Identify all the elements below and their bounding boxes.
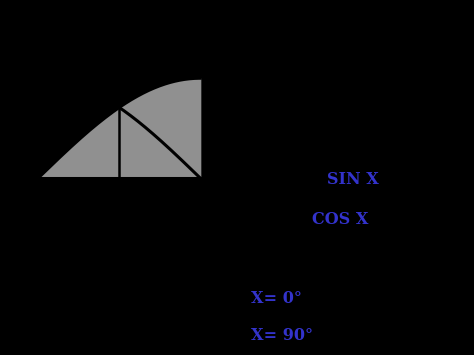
Text: SIN X: SIN X [327, 171, 379, 188]
Text: P: P [116, 89, 129, 108]
Text: A: A [201, 197, 212, 211]
Text: X= 0°: X= 0° [251, 290, 302, 307]
Text: cos x: cos x [45, 61, 74, 71]
Text: 90°: 90° [190, 190, 210, 200]
Text: -1: -1 [18, 271, 32, 284]
Text: AND: AND [251, 211, 298, 228]
Text: HOW TO: HOW TO [251, 43, 329, 60]
Text: BY: BY [251, 171, 292, 188]
Text: BETWEEN: BETWEEN [251, 250, 346, 267]
Text: 1: 1 [22, 71, 32, 85]
Text: Sin x: Sin x [217, 182, 247, 192]
Text: FIND AREA: FIND AREA [251, 86, 355, 102]
Text: COS X: COS X [311, 211, 368, 228]
Text: 0: 0 [20, 164, 30, 178]
Text: BOUNDED: BOUNDED [251, 128, 347, 145]
Text: X= 90°: X= 90° [251, 327, 313, 344]
Text: 45°: 45° [109, 190, 130, 200]
Text: Area by Integration Method: Area by Integration Method [16, 311, 189, 321]
Text: AND: AND [327, 290, 368, 307]
Text: 0°: 0° [37, 190, 50, 200]
